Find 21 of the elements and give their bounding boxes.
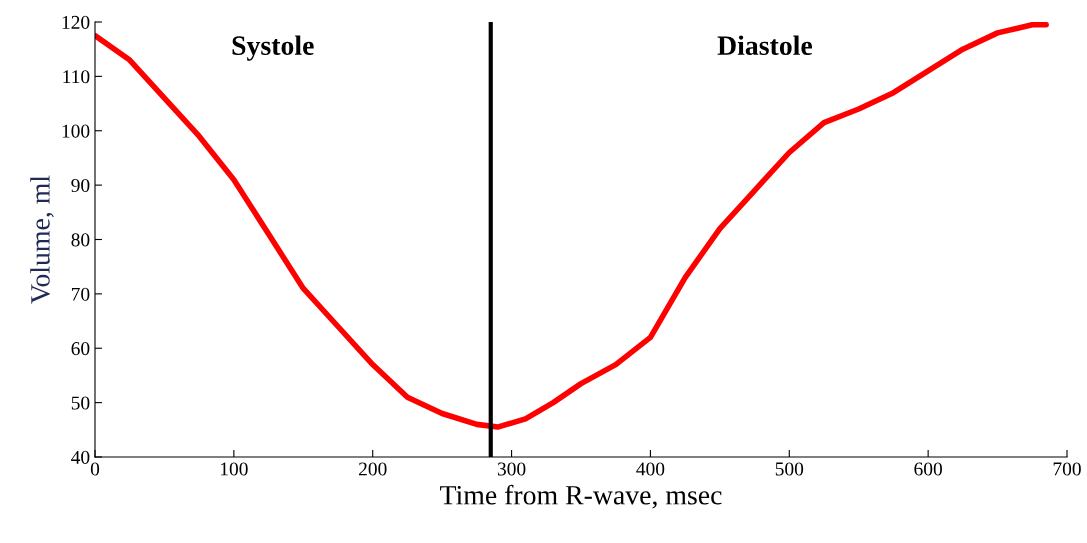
y-tick-label: 70: [71, 287, 90, 301]
y-tick-label: 110: [63, 70, 90, 84]
annotation: Systole: [232, 35, 314, 61]
x-tick-label: 100: [220, 462, 248, 476]
y-tick-label: 60: [71, 342, 90, 356]
x-tick-label: 400: [636, 462, 665, 476]
x-tick-label: 500: [775, 462, 804, 476]
x-tick-label: 600: [914, 462, 942, 476]
x-axis-title: Time from R-wave, msec: [440, 484, 722, 509]
y-tick-label: 90: [71, 178, 90, 193]
x-tick-label: 700: [1053, 462, 1081, 476]
x-tick-label: 200: [358, 462, 387, 476]
y-tick-label: 80: [71, 233, 90, 247]
y-tick-label: 40: [71, 450, 90, 464]
x-tick-label: 300: [497, 462, 526, 476]
annotation: Diastole: [717, 35, 813, 56]
y-tick-label: 100: [62, 124, 90, 138]
x-tick-label: 0: [90, 462, 100, 476]
y-tick-label: 50: [71, 396, 90, 410]
y-axis-title: Volume, ml: [30, 175, 54, 304]
y-tick-label: 120: [62, 15, 90, 29]
